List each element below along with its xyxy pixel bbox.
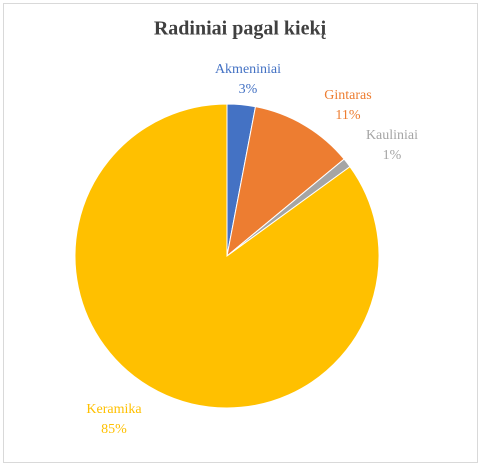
slice-label: Kauliniai [366,128,418,143]
slice-value-label: 11% [335,108,360,123]
chart-title: Radiniai pagal kiekį [154,18,327,40]
slice-value-label: 1% [383,148,402,163]
slice-value-label: 3% [239,82,258,97]
pie-slice [74,103,380,409]
slice-label: Keramika [86,402,142,417]
slice-label: Akmeniniai [215,62,281,77]
slice-label: Gintaras [324,88,371,103]
slice-value-label: 85% [101,422,127,437]
pie-slice [226,106,345,258]
